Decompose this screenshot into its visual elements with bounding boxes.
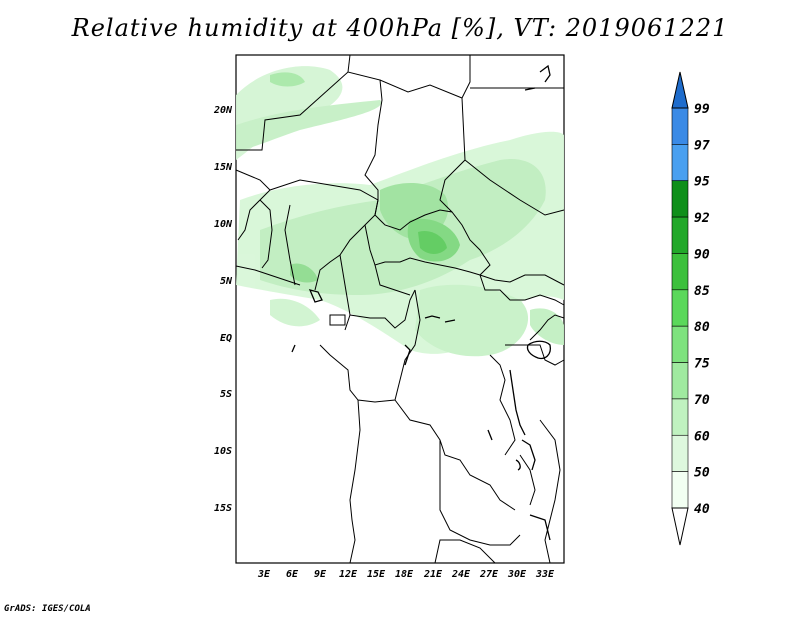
colorbar-box <box>671 180 689 218</box>
colorbar-box <box>671 216 689 254</box>
lat-label: 5S <box>220 389 232 400</box>
lon-label: 18E <box>395 569 414 580</box>
map-title: Relative humidity at 400hPa [%], VT: 201… <box>71 14 729 42</box>
colorbar-label: 60 <box>694 429 710 444</box>
lakes-and-coast <box>291 64 551 541</box>
colorbar-label: 92 <box>694 211 710 226</box>
colorbar: 99 97 95 92 90 85 80 75 70 60 50 40 <box>671 71 710 546</box>
latitude-labels: 20N 15N 10N 5N EQ 5S 10S 15S <box>213 105 233 514</box>
lat-label: 5N <box>220 276 233 287</box>
lon-label: 33E <box>535 569 555 580</box>
lon-label: 24E <box>451 569 471 580</box>
lon-label: 27E <box>479 569 499 580</box>
lon-label: 9E <box>314 569 327 580</box>
lon-label: 21E <box>423 569 443 580</box>
lat-label: 10N <box>214 219 233 230</box>
colorbar-label: 99 <box>694 102 710 117</box>
colorbar-box <box>671 471 689 509</box>
lat-label: 20N <box>213 105 233 116</box>
lon-label: 15E <box>367 569 386 580</box>
lon-label: 3E <box>257 569 271 580</box>
country-boundaries <box>235 54 565 564</box>
lat-label: 10S <box>214 446 232 457</box>
colorbar-label: 95 <box>694 175 710 190</box>
colorbar-bottom-arrow <box>671 507 689 546</box>
lat-label: 15N <box>214 162 233 173</box>
colorbar-boxes <box>671 107 689 509</box>
colorbar-box <box>671 362 689 400</box>
colorbar-label: 75 <box>694 357 710 372</box>
colorbar-label: 80 <box>694 320 710 335</box>
colorbar-label: 70 <box>694 393 710 408</box>
lon-label: 12E <box>339 569 358 580</box>
colorbar-box <box>671 253 689 291</box>
colorbar-label: 50 <box>694 466 710 481</box>
colorbar-label: 90 <box>694 247 710 262</box>
colorbar-label: 85 <box>694 284 710 299</box>
colorbar-box <box>671 289 689 327</box>
longitude-labels: 3E 6E 9E 12E 15E 18E 21E 24E 27E 30E 33E <box>257 569 555 580</box>
grads-credit: GrADS: IGES/COLA <box>4 604 91 614</box>
colorbar-box <box>671 107 689 145</box>
colorbar-labels: 99 97 95 92 90 85 80 75 70 60 50 40 <box>694 102 710 517</box>
colorbar-box <box>671 144 689 182</box>
lat-label: 15S <box>214 503 232 514</box>
colorbar-box <box>671 434 689 472</box>
colorbar-label: 97 <box>694 138 710 153</box>
colorbar-box <box>671 325 689 363</box>
lon-label: 6E <box>286 569 299 580</box>
lon-label: 30E <box>507 569 527 580</box>
map-panel <box>235 54 565 564</box>
colorbar-top-arrow <box>671 71 689 109</box>
colorbar-label: 40 <box>694 502 710 517</box>
colorbar-box <box>671 398 689 436</box>
lat-label: EQ <box>220 333 232 344</box>
